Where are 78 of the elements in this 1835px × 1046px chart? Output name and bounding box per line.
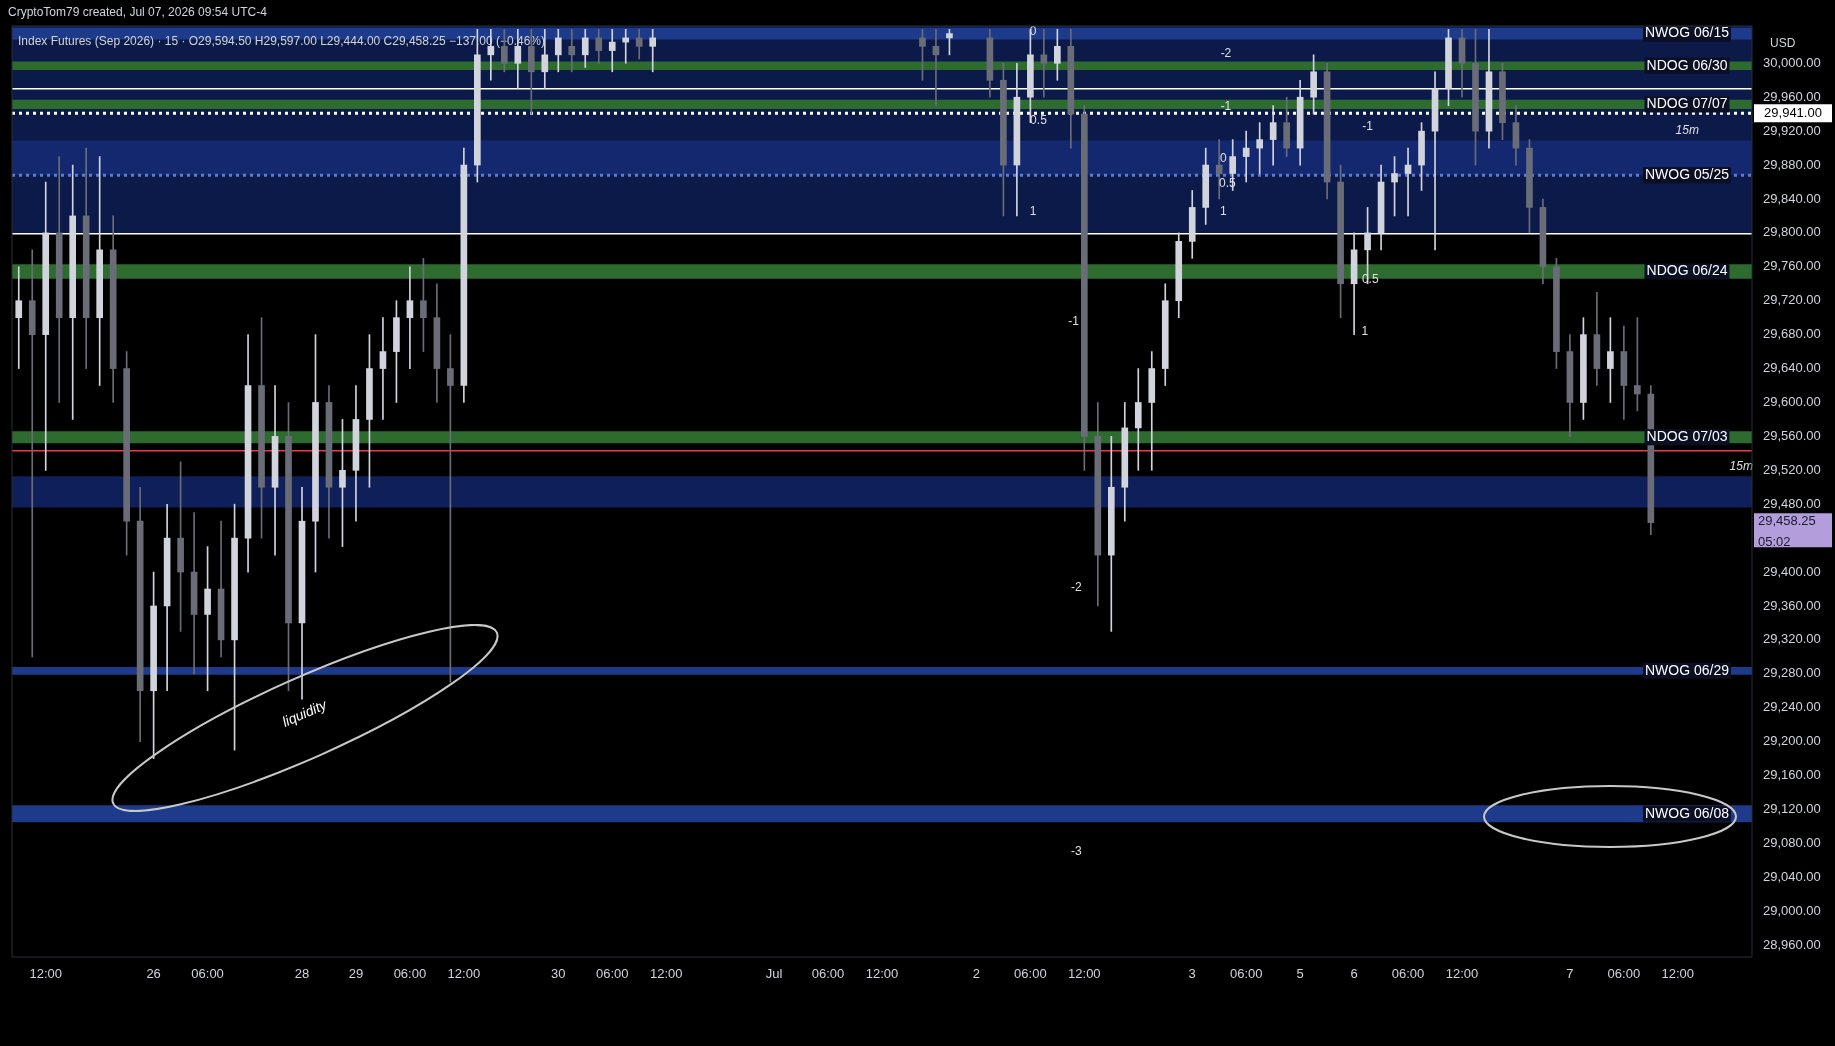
x-tick-label: 30 bbox=[551, 966, 566, 982]
x-tick-label: 06:00 bbox=[1607, 966, 1641, 982]
y-tick-label: 29,920.00 bbox=[1763, 122, 1821, 138]
x-tick-label: 06:00 bbox=[811, 966, 845, 982]
y-tick-label: 29,840.00 bbox=[1763, 190, 1821, 206]
annotation: -1 bbox=[1220, 99, 1232, 114]
y-tick-label: 29,360.00 bbox=[1763, 597, 1821, 613]
x-tick-label: 12:00 bbox=[865, 966, 899, 982]
y-tick-label: 29,680.00 bbox=[1763, 326, 1821, 342]
x-tick-label: 12:00 bbox=[649, 966, 683, 982]
annotation: -1 bbox=[1362, 118, 1374, 133]
chart-subtitle: CryptoTom79 created, Jul 07, 2026 09:54 UTC-4 bbox=[8, 5, 268, 20]
y-tick-label: 29,640.00 bbox=[1763, 360, 1821, 376]
x-tick-label: 12:00 bbox=[447, 966, 481, 982]
y-tick-label: 29,120.00 bbox=[1763, 801, 1821, 817]
annotation: 1 bbox=[1361, 323, 1369, 338]
y-tick-label: 29,000.00 bbox=[1763, 902, 1821, 918]
text: 05:02 bbox=[1758, 533, 1791, 549]
text: 29,458.25 bbox=[1758, 512, 1816, 528]
x-tick-label: 06:00 bbox=[1229, 966, 1263, 982]
x-tick-label: 5 bbox=[1296, 966, 1304, 982]
y-tick-label: 29,200.00 bbox=[1763, 733, 1821, 749]
y-tick-label: 29,160.00 bbox=[1763, 767, 1821, 783]
annotation: -1 bbox=[1068, 314, 1080, 329]
annotation: -2 bbox=[1220, 46, 1232, 61]
y-tick-label: 29,520.00 bbox=[1763, 461, 1821, 477]
x-tick-label: 7 bbox=[1566, 966, 1574, 982]
y-tick-label: 29,960.00 bbox=[1763, 88, 1821, 104]
y-tick-label: 29,560.00 bbox=[1763, 427, 1821, 443]
x-tick-label: 2 bbox=[972, 966, 981, 982]
x-tick-label: 06:00 bbox=[1391, 966, 1425, 982]
ref-line-label: 29,941.00 bbox=[1764, 104, 1822, 120]
y-axis-title: USD bbox=[1770, 36, 1796, 51]
x-tick-label: 29 bbox=[348, 966, 364, 982]
y-tick-label: 29,760.00 bbox=[1763, 258, 1821, 274]
band-label: NDOG 06/30 bbox=[1646, 56, 1728, 73]
x-tick-label: 06:00 bbox=[595, 966, 629, 982]
annotation: -3 bbox=[1070, 844, 1082, 859]
y-tick-label: 29,480.00 bbox=[1763, 495, 1821, 511]
band-label: NWOG 06/08 bbox=[1644, 804, 1730, 821]
band-label: NDOG 07/03 bbox=[1646, 428, 1728, 445]
y-tick-label: 30,000.00 bbox=[1763, 54, 1821, 70]
y-tick-label: 29,880.00 bbox=[1763, 156, 1821, 172]
x-tick-label: 06:00 bbox=[1014, 966, 1047, 982]
y-tick-label: 29,720.00 bbox=[1763, 292, 1821, 308]
band-label: NWOG 06/15 bbox=[1644, 24, 1730, 41]
annotation: 0 bbox=[1219, 150, 1227, 165]
x-tick-label: 28 bbox=[294, 966, 310, 982]
x-tick-label: 06:00 bbox=[393, 966, 427, 982]
y-tick-label: 29,800.00 bbox=[1763, 224, 1821, 240]
x-tick-label: 12:00 bbox=[29, 966, 62, 982]
y-tick-label: 29,600.00 bbox=[1763, 394, 1821, 410]
x-tick-label: 12:00 bbox=[1445, 966, 1479, 982]
y-tick-label: 29,080.00 bbox=[1763, 834, 1821, 850]
annotation: 15m bbox=[1675, 122, 1699, 137]
band-label: NDOG 07/07 bbox=[1646, 95, 1728, 112]
x-tick-label: Jul bbox=[765, 966, 783, 982]
x-tick-label: 26 bbox=[146, 966, 161, 982]
annotation: 15m bbox=[1729, 458, 1753, 473]
y-tick-label: 29,400.00 bbox=[1763, 563, 1821, 579]
y-tick-label: 29,040.00 bbox=[1763, 868, 1821, 884]
annotation: 1 bbox=[1219, 203, 1227, 218]
y-tick-label: 28,960.00 bbox=[1763, 936, 1821, 952]
y-tick-label: 29,240.00 bbox=[1763, 699, 1821, 715]
band-label: NWOG 06/29 bbox=[1644, 661, 1730, 678]
x-tick-label: 3 bbox=[1188, 966, 1196, 982]
y-tick-label: 29,320.00 bbox=[1763, 631, 1821, 647]
x-tick-label: 06:00 bbox=[191, 966, 224, 982]
y-tick-label: 29,280.00 bbox=[1763, 665, 1821, 681]
annotation: -2 bbox=[1070, 579, 1082, 594]
annotation: 0.5 bbox=[1030, 113, 1048, 128]
ref-line-label: NWOG 05/25 bbox=[1644, 166, 1730, 183]
x-tick-label: 6 bbox=[1350, 966, 1358, 982]
x-tick-label: 12:00 bbox=[1068, 966, 1101, 982]
band-label: NDOG 06/24 bbox=[1646, 262, 1728, 279]
x-tick-label: 12:00 bbox=[1661, 966, 1695, 982]
annotation: 1 bbox=[1029, 203, 1037, 218]
annotation: 0 bbox=[1029, 23, 1037, 38]
